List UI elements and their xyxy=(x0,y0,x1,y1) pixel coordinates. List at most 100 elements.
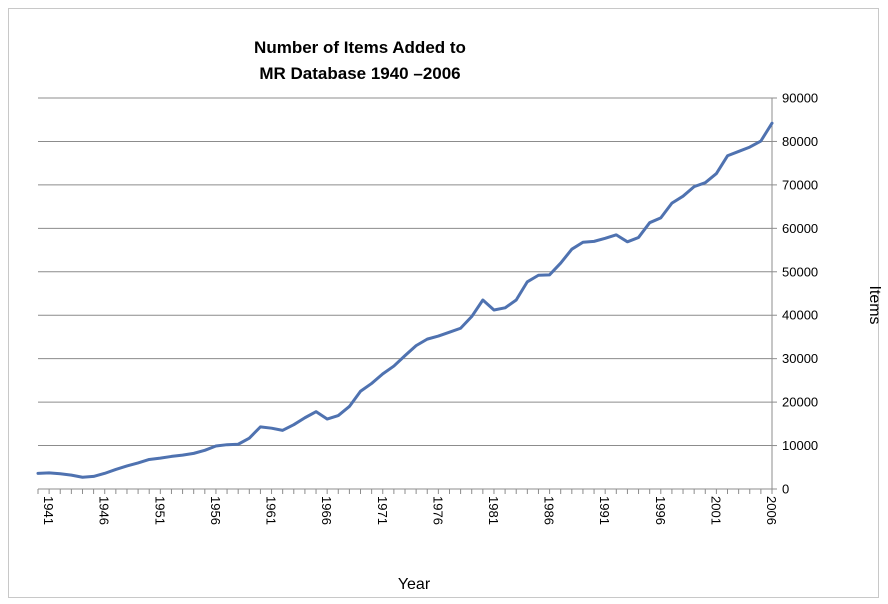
data-point xyxy=(236,443,240,446)
data-point xyxy=(337,414,340,417)
data-point xyxy=(570,247,574,251)
data-point xyxy=(125,464,129,468)
data-point xyxy=(70,473,73,477)
y-tick-label: 60000 xyxy=(782,221,818,236)
x-tick-label: 1956 xyxy=(208,496,223,525)
data-point xyxy=(459,327,462,330)
data-point xyxy=(414,344,418,347)
data-point xyxy=(603,237,607,240)
data-point xyxy=(626,240,629,243)
data-point xyxy=(426,337,429,341)
data-point xyxy=(136,461,140,465)
data-point xyxy=(303,416,307,419)
data-point xyxy=(392,364,396,368)
data-point xyxy=(437,334,440,338)
data-point xyxy=(526,280,529,283)
data-point xyxy=(81,476,84,479)
data-point xyxy=(92,475,95,478)
data-point xyxy=(403,354,407,357)
data-point xyxy=(692,185,696,188)
data-point xyxy=(748,145,751,149)
x-tick-label: 1966 xyxy=(319,496,334,525)
y-tick-label: 80000 xyxy=(782,134,818,149)
x-tick-label: 1996 xyxy=(653,496,668,525)
x-tick-label: 1961 xyxy=(264,496,279,525)
y-tick-label: 30000 xyxy=(782,351,818,366)
data-point xyxy=(770,122,774,125)
data-point xyxy=(259,425,262,429)
data-point xyxy=(548,273,551,277)
data-point xyxy=(59,472,62,475)
data-point xyxy=(270,426,273,430)
series-line xyxy=(36,121,774,479)
y-tick-label: 20000 xyxy=(782,395,818,410)
data-point xyxy=(348,405,351,408)
data-point xyxy=(103,472,106,475)
y-tick-label: 90000 xyxy=(782,91,818,106)
data-point xyxy=(648,221,651,224)
x-tick-label: 1991 xyxy=(597,496,612,525)
data-point xyxy=(36,472,40,475)
x-axis-title: Year xyxy=(398,576,431,593)
data-point xyxy=(481,298,485,302)
x-tick-label: 2001 xyxy=(708,496,723,525)
y-tick-label: 50000 xyxy=(782,264,818,279)
data-point xyxy=(503,306,507,310)
x-tick-label: 1941 xyxy=(41,496,56,525)
x-tick-labels: 1941 1946 1951 1956 1961 1966 1971 1976 1981 1986… xyxy=(41,496,779,525)
data-point xyxy=(659,216,662,220)
data-point xyxy=(381,372,384,376)
chart-frame xyxy=(8,8,879,598)
data-point xyxy=(292,423,295,426)
gridlines xyxy=(38,97,772,447)
data-point xyxy=(203,449,207,452)
data-point xyxy=(759,139,763,143)
chart-title-line-1: Number of Items Added to xyxy=(254,38,466,57)
data-point xyxy=(704,181,707,184)
data-point xyxy=(670,201,674,205)
data-point xyxy=(148,458,151,461)
data-point xyxy=(281,429,284,432)
data-point xyxy=(248,436,251,440)
x-tick-label: 1971 xyxy=(375,496,390,525)
data-point xyxy=(592,240,596,243)
x-tick-label: 2006 xyxy=(764,496,779,525)
data-point xyxy=(114,468,118,471)
data-point xyxy=(47,471,51,475)
data-point xyxy=(537,274,540,277)
data-point xyxy=(715,172,718,175)
data-point xyxy=(492,308,496,312)
data-point xyxy=(470,315,473,318)
y-tick-label: 40000 xyxy=(782,308,818,323)
y-axis-title: Items xyxy=(866,285,883,324)
axes xyxy=(37,97,777,494)
data-point xyxy=(359,390,362,393)
data-point xyxy=(448,330,451,334)
data-point xyxy=(225,443,229,446)
data-point xyxy=(325,417,329,421)
y-tick-label: 10000 xyxy=(782,438,818,453)
data-point xyxy=(170,455,173,458)
data-point xyxy=(615,233,618,237)
data-point xyxy=(515,298,518,302)
x-tick-label: 1986 xyxy=(542,496,557,525)
data-point xyxy=(637,236,640,239)
data-point xyxy=(192,452,195,455)
data-point xyxy=(370,382,373,385)
data-point xyxy=(181,453,184,457)
x-tick-label: 1976 xyxy=(430,496,445,525)
data-point xyxy=(214,444,218,448)
data-point xyxy=(581,241,585,244)
y-tick-labels: 0 10000 20000 30000 40000 50000 60000 70000 8000… xyxy=(782,91,818,497)
data-point xyxy=(681,194,685,198)
x-tick-label: 1951 xyxy=(152,496,167,525)
y-tick-label: 70000 xyxy=(782,177,818,192)
data-point xyxy=(559,261,562,265)
series-layer xyxy=(36,121,774,479)
data-point xyxy=(159,456,162,460)
x-tick-label: 1946 xyxy=(97,496,112,525)
data-point xyxy=(726,154,729,157)
chart-title-line-2: MR Database 1940 –2006 xyxy=(259,64,460,83)
data-point xyxy=(314,410,318,413)
